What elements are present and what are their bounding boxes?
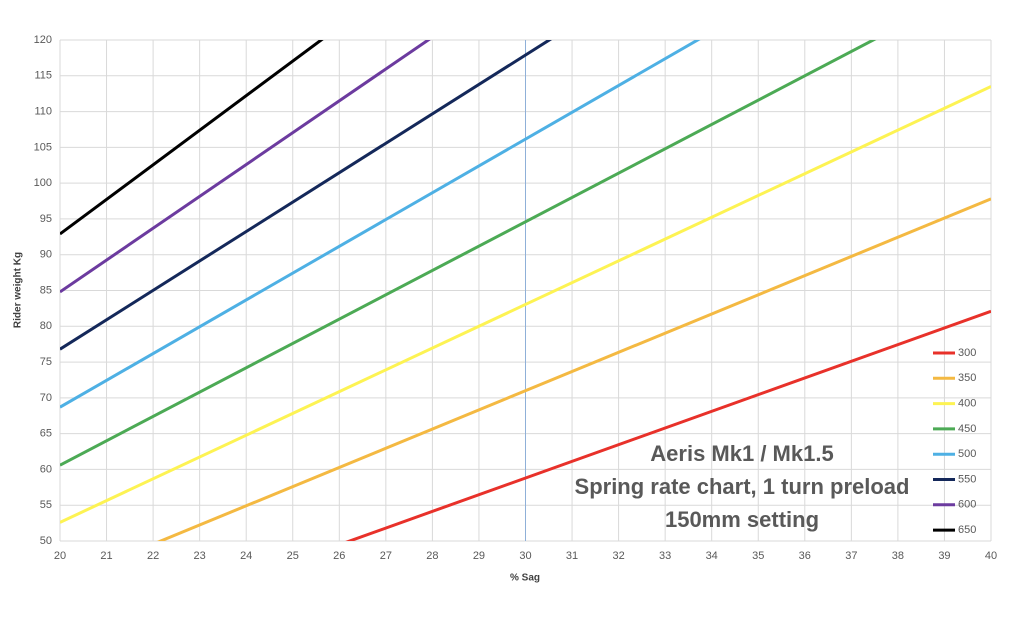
x-tick-label: 34 bbox=[706, 550, 718, 562]
x-axis-label: % Sag bbox=[510, 573, 540, 584]
y-tick-label: 100 bbox=[34, 177, 52, 189]
y-axis-label: Rider weight Kg bbox=[13, 252, 24, 328]
y-tick-label: 60 bbox=[40, 463, 52, 475]
x-tick-label: 23 bbox=[194, 550, 206, 562]
x-tick-label: 40 bbox=[985, 550, 997, 562]
series-line bbox=[60, 85, 991, 524]
legend-label: 650 bbox=[958, 524, 976, 536]
y-tick-label: 75 bbox=[40, 356, 52, 368]
series-line bbox=[60, 40, 324, 236]
y-tick-label: 115 bbox=[34, 70, 52, 82]
y-tick-label: 65 bbox=[40, 428, 52, 440]
series-line bbox=[156, 197, 991, 541]
x-tick-label: 24 bbox=[240, 550, 252, 562]
series-line bbox=[345, 309, 991, 541]
x-tick-label: 32 bbox=[612, 550, 624, 562]
y-tick-label: 90 bbox=[40, 249, 52, 261]
x-tick-label: 35 bbox=[752, 550, 764, 562]
x-tick-label: 22 bbox=[147, 550, 159, 562]
y-tick-label: 55 bbox=[40, 499, 52, 511]
x-tick-label: 39 bbox=[938, 550, 950, 562]
y-tick-label: 80 bbox=[40, 320, 52, 332]
y-tick-label: 85 bbox=[40, 284, 52, 296]
legend-label: 450 bbox=[958, 423, 976, 435]
series-line bbox=[60, 40, 431, 294]
y-tick-label: 70 bbox=[40, 392, 52, 404]
legend-label: 400 bbox=[958, 398, 976, 410]
x-tick-label: 25 bbox=[287, 550, 299, 562]
x-tick-label: 33 bbox=[659, 550, 671, 562]
annotation: 150mm setting bbox=[665, 507, 819, 532]
series-line bbox=[60, 40, 701, 409]
y-tick-label: 95 bbox=[40, 213, 52, 225]
x-tick-label: 26 bbox=[333, 550, 345, 562]
y-tick-label: 50 bbox=[40, 535, 52, 547]
x-tick-label: 38 bbox=[892, 550, 904, 562]
x-tick-label: 30 bbox=[519, 550, 531, 562]
legend-label: 300 bbox=[958, 347, 976, 359]
legend-label: 550 bbox=[958, 473, 976, 485]
series-line bbox=[60, 40, 877, 467]
x-tick-label: 27 bbox=[380, 550, 392, 562]
x-tick-label: 28 bbox=[426, 550, 438, 562]
legend-label: 600 bbox=[958, 499, 976, 511]
plot-lines bbox=[60, 40, 991, 541]
x-tick-label: 37 bbox=[845, 550, 857, 562]
annotation: Spring rate chart, 1 turn preload bbox=[575, 474, 910, 499]
y-tick-label: 110 bbox=[34, 105, 52, 117]
legend-label: 500 bbox=[958, 448, 976, 460]
y-tick-label: 105 bbox=[34, 141, 52, 153]
x-tick-label: 21 bbox=[100, 550, 112, 562]
annotation: Aeris Mk1 / Mk1.5 bbox=[650, 441, 833, 466]
legend-label: 350 bbox=[958, 372, 976, 384]
x-tick-label: 31 bbox=[566, 550, 578, 562]
x-tick-label: 20 bbox=[54, 550, 66, 562]
x-tick-label: 36 bbox=[799, 550, 811, 562]
x-tick-label: 29 bbox=[473, 550, 485, 562]
y-tick-label: 120 bbox=[34, 34, 52, 46]
series-line bbox=[60, 40, 553, 351]
